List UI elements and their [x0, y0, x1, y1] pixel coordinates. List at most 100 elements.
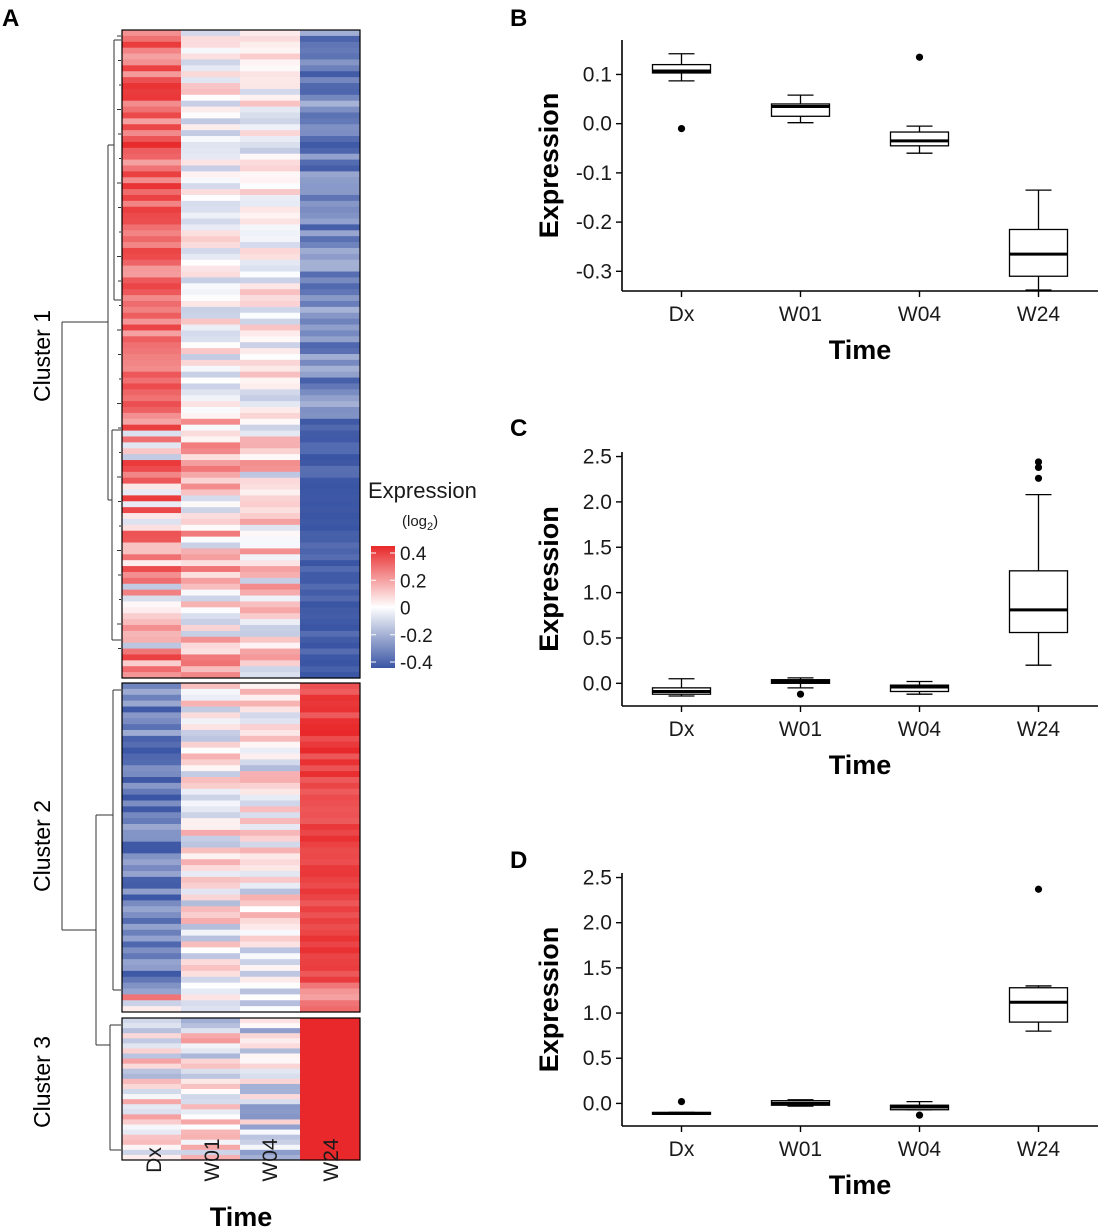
- heatmap-cell: [181, 359, 240, 367]
- heatmap-cell: [122, 935, 181, 943]
- x-axis-title: Time: [829, 335, 892, 365]
- heatmap-cell: [300, 853, 360, 860]
- heatmap-cell: [240, 871, 300, 878]
- heatmap-cell: [300, 377, 360, 385]
- heatmap-cell: [122, 124, 181, 131]
- heatmap-cell: [300, 242, 360, 249]
- heatmap-cell: [240, 118, 300, 125]
- heatmap-cell: [122, 988, 181, 995]
- heatmap-cell: [300, 230, 360, 237]
- heatmap-cell: [240, 1018, 300, 1024]
- heatmap-cell: [122, 395, 181, 402]
- heatmap-cell: [181, 554, 240, 561]
- heatmap-cell: [181, 759, 240, 766]
- heatmap-cell: [122, 888, 181, 896]
- heatmap-cell: [240, 607, 300, 614]
- heatmap-cell: [240, 501, 300, 508]
- heatmap-cell: [181, 312, 240, 320]
- heatmap-cell: [122, 619, 181, 626]
- heatmap-cell: [122, 688, 181, 696]
- heatmap-cell: [240, 906, 300, 913]
- heatmap-cell: [181, 923, 240, 931]
- heatmap-cell: [300, 812, 360, 819]
- heatmap-cell: [300, 865, 360, 872]
- heatmap-cell: [122, 595, 181, 603]
- heatmap-cell: [122, 454, 181, 461]
- heatmap-cell: [300, 959, 360, 966]
- heatmap-cell: [240, 1043, 300, 1050]
- heatmap-cell: [181, 177, 240, 184]
- heatmap-cell: [240, 283, 300, 290]
- heatmap-cell: [181, 536, 240, 544]
- heatmap-cell: [122, 477, 181, 485]
- heatmap-cell: [240, 976, 300, 984]
- heatmap-cell: [300, 206, 360, 214]
- box-iqr: [651, 63, 712, 74]
- heatmap-cell: [300, 1104, 360, 1110]
- heatmap-cell: [122, 330, 181, 337]
- heatmap-cell: [181, 194, 240, 202]
- heatmap-cell: [300, 359, 360, 367]
- heatmap-cell: [122, 912, 181, 919]
- heatmap-cell: [181, 141, 240, 149]
- heatmap-cell: [300, 953, 360, 960]
- panel-letter-c: C: [510, 415, 527, 442]
- heatmap-cell: [240, 141, 300, 149]
- y-tick-label: 2.0: [583, 491, 612, 514]
- heatmap-cell: [300, 988, 360, 995]
- heatmap-cell: [122, 894, 181, 901]
- legend-ticks: 0.4 0.2 0 -0.2 -0.4: [371, 544, 433, 674]
- heatmap-cell: [240, 1114, 300, 1121]
- heatmap-cell: [122, 465, 181, 473]
- heatmap-cell: [300, 295, 360, 302]
- box-w04: [889, 53, 950, 154]
- heatmap-frames: [121, 29, 361, 1161]
- heatmap-cell: [122, 806, 181, 813]
- x-tick-label: W04: [898, 303, 942, 326]
- heatmap-cell: [240, 765, 300, 772]
- y-tick-label: 0.0: [583, 1092, 612, 1115]
- heatmap-cell: [300, 613, 360, 620]
- heatmap-cell: [300, 424, 360, 432]
- heatmap-cell: [300, 259, 360, 267]
- heatmap-cell: [300, 513, 360, 520]
- heatmap-cell: [240, 524, 300, 532]
- heatmap-cell: [181, 735, 240, 743]
- heatmap-cell: [300, 100, 360, 108]
- heatmap-cell: [300, 524, 360, 532]
- heatmap-cell: [181, 1139, 240, 1146]
- heatmap-x-axis-title: Time: [210, 1202, 273, 1231]
- heatmap-cell: [300, 495, 360, 502]
- heatmap-cell: [181, 477, 240, 485]
- heatmap-cell: [300, 165, 360, 172]
- heatmap-cell: [300, 906, 360, 913]
- heatmap-cell: [300, 589, 360, 597]
- heatmap-cell: [240, 277, 300, 284]
- heatmap-cell: [300, 1033, 360, 1039]
- heatmap-cell: [181, 694, 240, 702]
- heatmap-cell: [300, 53, 360, 61]
- heatmap-cell: [300, 253, 360, 261]
- heatmap-cell: [300, 236, 360, 243]
- heatmap-cell: [300, 1006, 360, 1013]
- heatmap-cell: [181, 706, 240, 713]
- heatmap-cell: [181, 130, 240, 137]
- heatmap-cell: [181, 30, 240, 37]
- heatmap-cell: [300, 700, 360, 708]
- heatmap-cell: [300, 630, 360, 638]
- heatmap-cell: [122, 1099, 181, 1105]
- heatmap-cell: [240, 636, 300, 644]
- heatmap-cell: [300, 383, 360, 390]
- heatmap-cell: [122, 771, 181, 778]
- x-axis-title: Time: [829, 1170, 892, 1200]
- heatmap-cell: [122, 65, 181, 72]
- heatmap-cell: [181, 430, 240, 438]
- heatmap-cell: [122, 1000, 181, 1007]
- heatmap-cell: [181, 106, 240, 114]
- heatmap-cell: [240, 395, 300, 402]
- heatmap-cell: [122, 1154, 181, 1161]
- heatmap-cell: [181, 418, 240, 426]
- heatmap-cell: [300, 94, 360, 102]
- heatmap-cell: [300, 1149, 360, 1156]
- heatmap-cell: [122, 189, 181, 196]
